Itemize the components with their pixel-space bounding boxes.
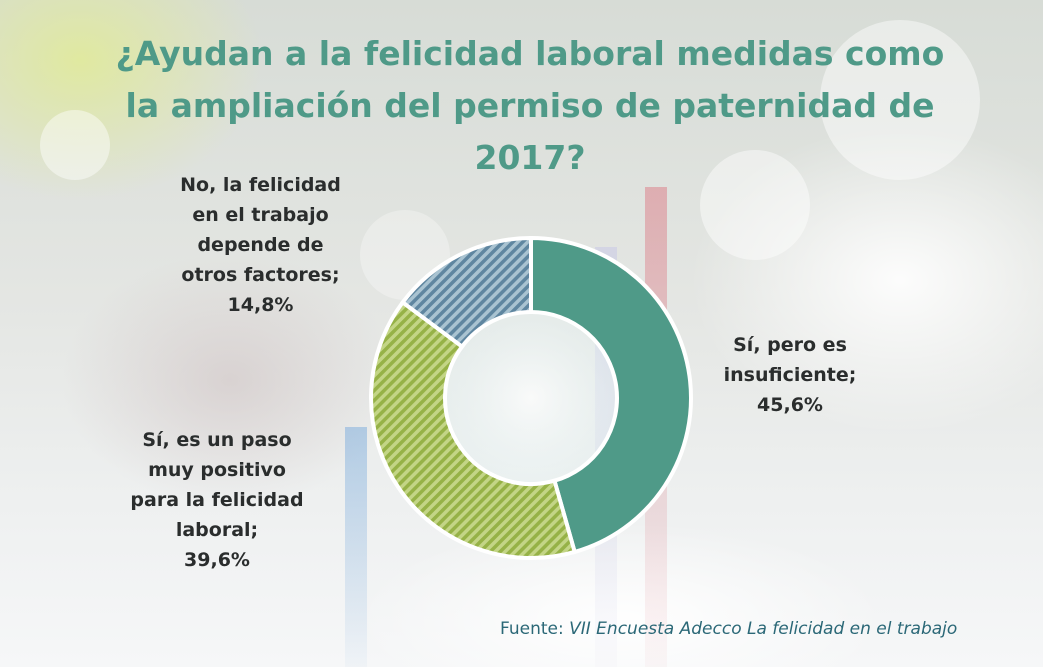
- source-prefix: Fuente:: [500, 619, 564, 639]
- bokeh-light: [820, 20, 980, 180]
- donut-slice-si-paso-positivo: [369, 299, 578, 560]
- slice-label-line: No, la felicidad: [180, 174, 341, 196]
- source-text: VII Encuesta Adecco La felicidad en el t…: [569, 619, 958, 639]
- donut-slice-si-insuficiente: [529, 235, 693, 555]
- slice-label-line: insuficiente;: [723, 364, 857, 386]
- slice-label-line: muy positivo: [148, 459, 286, 481]
- bokeh-light: [40, 110, 110, 180]
- slice-label-line: Sí, es un paso: [142, 429, 292, 451]
- slice-label-si-paso-positivo: Sí, es un paso muy positivo para la felici…: [112, 425, 322, 575]
- donut-slice-no-otros-factores: [399, 235, 533, 350]
- slice-label-no-otros-factores: No, la felicidad en el trabajo depende de o…: [158, 170, 363, 320]
- slice-label-line: para la felicidad: [130, 489, 304, 511]
- slice-value-label: 45,6%: [757, 394, 823, 416]
- slice-label-si-insuficiente: Sí, pero es insuficiente; 45,6%: [700, 330, 880, 420]
- slice-value-label: 14,8%: [227, 294, 294, 316]
- source-note: Fuente: VII Encuesta Adecco La felicidad…: [500, 619, 957, 639]
- chart-title: ¿Ayudan a la felicidad laboral medidas c…: [115, 34, 945, 177]
- slice-value-label: 39,6%: [184, 549, 250, 571]
- slice-label-line: Sí, pero es: [733, 334, 847, 356]
- donut-hole: [446, 313, 616, 483]
- slice-label-line: otros factores;: [181, 264, 340, 286]
- bokeh-light: [700, 150, 810, 260]
- background-bar-blue: [345, 427, 367, 667]
- slice-label-line: depende de: [197, 234, 324, 256]
- slice-label-line: laboral;: [175, 519, 259, 541]
- slice-label-line: en el trabajo: [192, 204, 329, 226]
